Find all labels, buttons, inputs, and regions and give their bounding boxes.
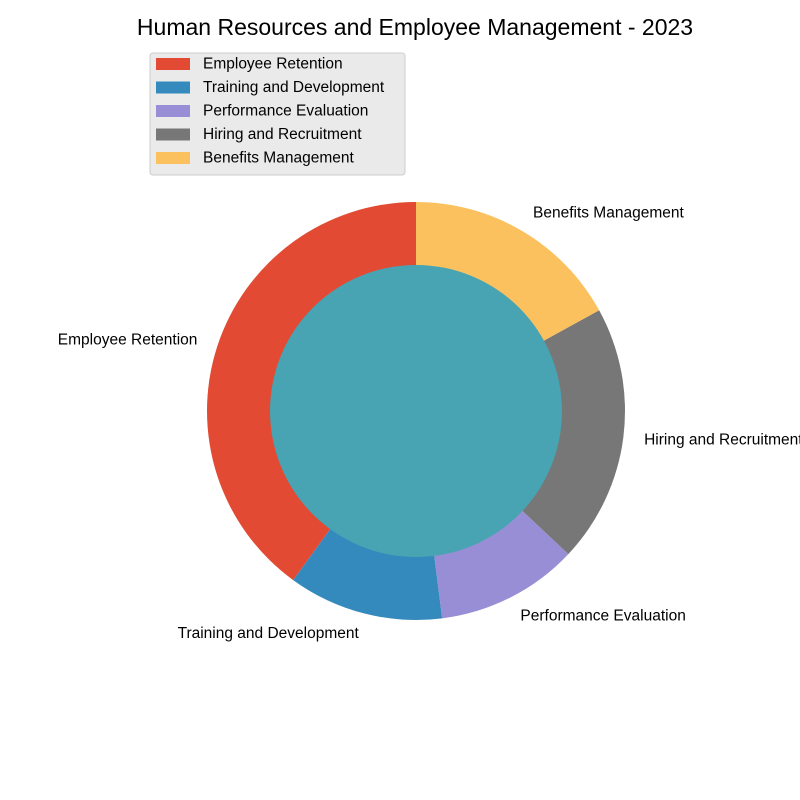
legend-label-training-and-development: Training and Development	[203, 79, 385, 96]
slice-labels: Employee Retention Training and Developme…	[58, 205, 800, 643]
legend-swatch-hiring-and-recruitment	[156, 128, 190, 141]
slice-label-employee-retention: Employee Retention	[58, 332, 198, 349]
legend-label-hiring-and-recruitment: Hiring and Recruitment	[203, 126, 362, 143]
legend-label-performance-evaluation: Performance Evaluation	[203, 103, 368, 120]
slice-label-performance-evaluation: Performance Evaluation	[520, 607, 685, 624]
legend-swatch-benefits-management	[156, 152, 190, 164]
legend-swatch-employee-retention	[156, 58, 190, 70]
legend-swatch-performance-evaluation	[156, 105, 190, 117]
donut-center	[270, 265, 562, 557]
legend-label-benefits-management: Benefits Management	[203, 150, 354, 167]
legend: Employee Retention Training and Developme…	[149, 52, 406, 176]
slice-label-hiring-and-recruitment: Hiring and Recruitment	[644, 431, 800, 448]
legend-label-employee-retention: Employee Retention	[203, 56, 343, 73]
slice-label-benefits-management: Benefits Management	[533, 205, 684, 222]
legend-swatch-training-and-development	[156, 81, 190, 94]
slice-label-training-and-development: Training and Development	[178, 625, 360, 642]
legend-items: Employee Retention Training and Developme…	[156, 56, 385, 167]
chart-title: Human Resources and Employee Management …	[137, 14, 693, 40]
legend-frame	[149, 52, 406, 176]
